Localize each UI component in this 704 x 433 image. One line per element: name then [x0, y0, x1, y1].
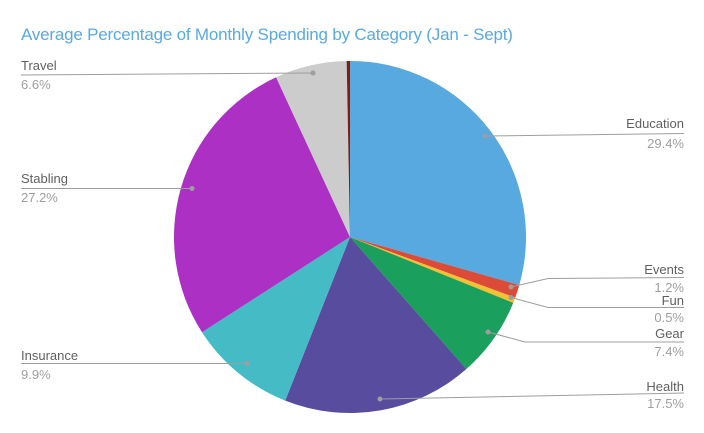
pie-slice-health[interactable] — [285, 237, 467, 413]
callout-label-gear: Gear — [655, 326, 684, 341]
callout-dot-travel — [310, 70, 316, 76]
callout-dot-education — [482, 133, 488, 139]
callout-value-stabling: 27.2% — [21, 190, 58, 205]
callout-line-health — [379, 392, 685, 400]
pie-slice-travel[interactable] — [276, 61, 350, 237]
callout-dot-insurance — [244, 361, 250, 366]
pie-slice-insurance[interactable] — [201, 237, 350, 401]
callout-label-events: Events — [644, 262, 684, 277]
callout-line-events — [510, 277, 685, 288]
callout-line-travel — [20, 72, 314, 76]
callout-label-travel: Travel — [21, 58, 57, 73]
callout-dot-gear — [485, 329, 491, 335]
pie-slice-stabling[interactable] — [173, 77, 350, 333]
callout-value-health: 17.5% — [647, 396, 684, 411]
callout-dot-fun — [508, 295, 514, 300]
callout-label-insurance: Insurance — [21, 348, 79, 363]
callout-label-stabling: Stabling — [21, 171, 68, 186]
pie-slice-fun[interactable] — [350, 237, 516, 303]
callout-line-fun — [510, 297, 684, 308]
callout-line-education — [484, 133, 685, 137]
callout-line-gear — [487, 331, 684, 343]
callout-value-insurance: 9.9% — [21, 367, 51, 382]
callout-dot-stabling — [189, 186, 195, 191]
callout-value-gear: 7.4% — [654, 344, 684, 359]
pie-slice-unlabeled[interactable] — [346, 60, 350, 237]
callout-label-health: Health — [646, 379, 684, 394]
callout-value-travel: 6.6% — [21, 77, 51, 92]
callout-dot-events — [508, 284, 514, 290]
callout-value-events: 1.2% — [654, 280, 684, 295]
callout-dot-health — [377, 396, 383, 402]
pie-slice-education[interactable] — [350, 61, 527, 286]
callout-label-fun: Fun — [661, 293, 684, 308]
callout-value-education: 29.4% — [647, 136, 684, 151]
chart-title: Average Percentage of Monthly Spending b… — [21, 25, 513, 44]
callout-label-education: Education — [626, 116, 684, 131]
pie-slice-events[interactable] — [350, 237, 520, 298]
callout-value-fun: 0.5% — [654, 310, 684, 325]
pie-slice-gear[interactable] — [350, 237, 514, 370]
